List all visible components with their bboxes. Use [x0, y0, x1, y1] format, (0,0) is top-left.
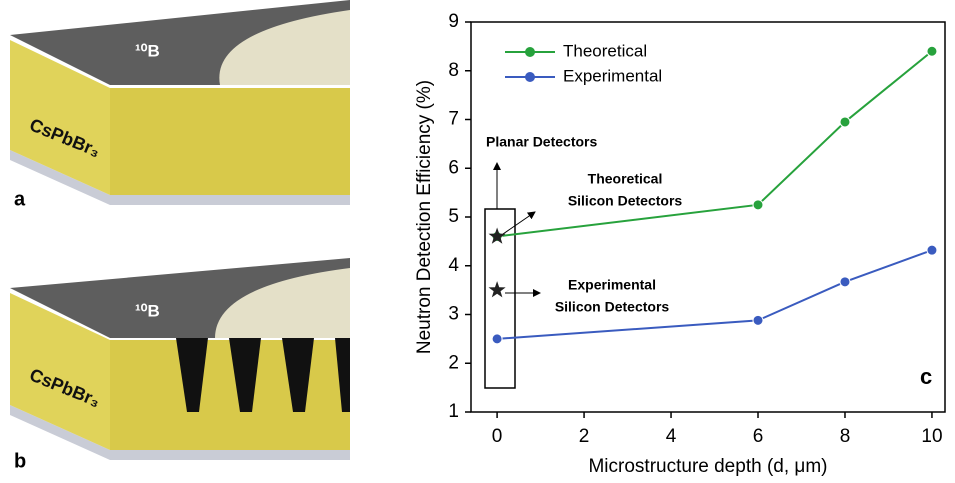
- data-point: [927, 46, 937, 56]
- layer-label: ¹⁰B: [135, 41, 160, 60]
- panel-label: b: [14, 450, 26, 472]
- y-tick-label: 1: [448, 401, 459, 422]
- plot-frame: [471, 22, 945, 412]
- y-axis-label: Neutron Detection Efficiency (%): [414, 80, 435, 354]
- layer-label: ¹⁰B: [135, 301, 160, 320]
- x-tick-label: 0: [492, 426, 503, 447]
- data-point: [840, 277, 850, 287]
- annotation: Silicon Detectors: [555, 299, 670, 315]
- data-point: [753, 200, 763, 210]
- illustration-a: [10, 0, 350, 205]
- y-tick-label: 2: [448, 352, 459, 373]
- y-tick-label: 3: [448, 304, 459, 325]
- annotation: Theoretical: [588, 171, 663, 187]
- y-tick-label: 4: [448, 255, 459, 276]
- y-tick-label: 6: [448, 157, 459, 178]
- data-point: [927, 245, 937, 255]
- legend-marker: [525, 47, 535, 57]
- x-tick-label: 6: [753, 426, 764, 447]
- data-point: [840, 117, 850, 127]
- y-tick-label: 9: [448, 11, 459, 32]
- panel-label: c: [920, 364, 932, 389]
- illustration-b: [10, 258, 350, 460]
- y-tick-label: 8: [448, 60, 459, 81]
- star-marker: [489, 281, 506, 297]
- annotation: Planar Detectors: [486, 134, 597, 150]
- x-tick-label: 8: [840, 426, 851, 447]
- y-tick-label: 7: [448, 109, 459, 130]
- annotation: Silicon Detectors: [568, 193, 683, 209]
- x-tick-label: 10: [921, 426, 942, 447]
- y-tick-label: 5: [448, 206, 459, 227]
- legend-marker: [525, 72, 535, 82]
- x-tick-label: 2: [579, 426, 590, 447]
- x-axis-label: Microstructure depth (d, μm): [588, 456, 827, 477]
- front-face: [110, 340, 350, 450]
- front-face: [110, 88, 350, 195]
- annotation: Experimental: [568, 277, 656, 293]
- series-line: [497, 250, 932, 339]
- x-tick-label: 4: [666, 426, 677, 447]
- panel-label: a: [14, 188, 26, 210]
- page: ¹⁰B CsPbBr₃ a ¹⁰B CsPbBr₃ b Planar Detec…: [0, 0, 955, 483]
- arrow: [503, 212, 535, 234]
- legend-label: Experimental: [563, 66, 662, 85]
- data-point: [753, 315, 763, 325]
- legend-label: Theoretical: [563, 41, 647, 60]
- figure: ¹⁰B CsPbBr₃ a ¹⁰B CsPbBr₃ b Planar Detec…: [0, 0, 955, 483]
- data-point: [492, 334, 502, 344]
